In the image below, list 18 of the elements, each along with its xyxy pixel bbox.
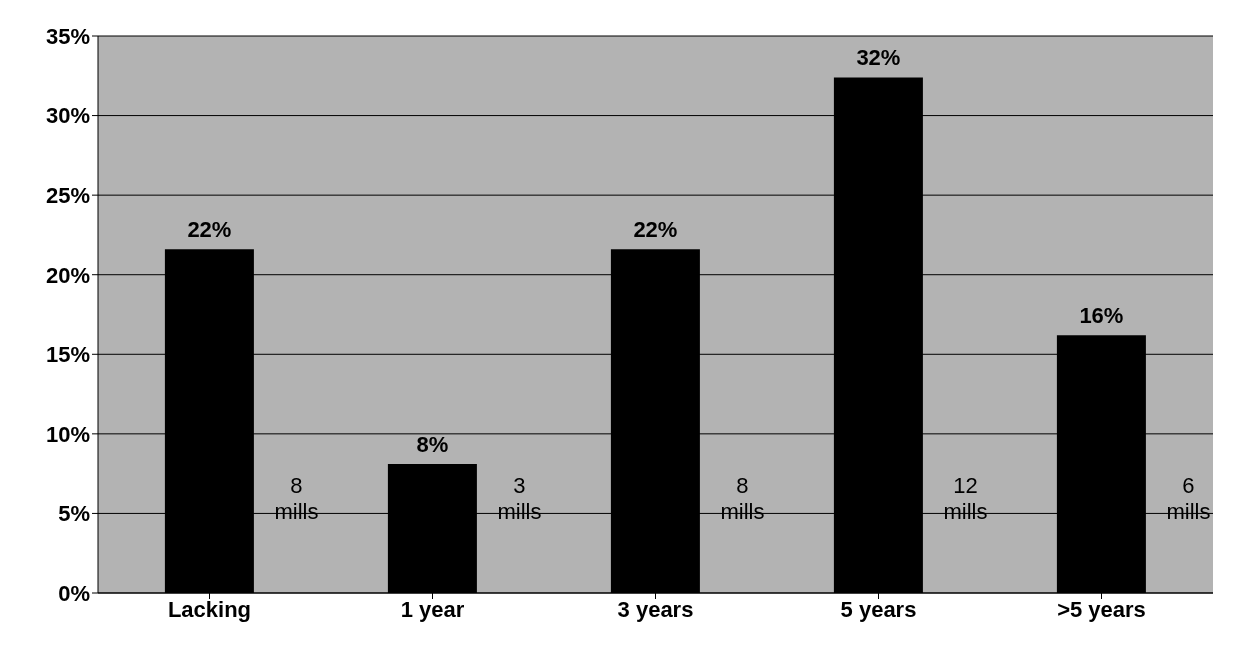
y-tick-label: 30% <box>45 103 90 129</box>
y-tick-label: 15% <box>45 342 90 368</box>
y-tick-label: 20% <box>45 262 90 288</box>
data-label: 22% <box>187 217 232 243</box>
data-label: 32% <box>856 45 901 71</box>
x-tick-label: 5 years <box>840 596 917 622</box>
data-label: 22% <box>633 217 678 243</box>
data-label: 8% <box>416 432 449 458</box>
y-tick-label: 5% <box>58 501 90 527</box>
y-tick-label: 35% <box>45 23 90 49</box>
x-tick-label: 1 year <box>400 596 465 622</box>
y-tick-label: 10% <box>45 421 90 447</box>
x-tick-label: Lacking <box>167 596 252 622</box>
data-label: 16% <box>1079 303 1124 329</box>
y-tick-label: 0% <box>58 580 90 606</box>
x-tick-label: 3 years <box>617 596 694 622</box>
y-tick-label: 25% <box>45 182 90 208</box>
x-tick-label: >5 years <box>1057 596 1146 622</box>
